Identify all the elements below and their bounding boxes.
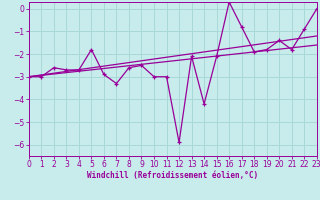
X-axis label: Windchill (Refroidissement éolien,°C): Windchill (Refroidissement éolien,°C) (87, 171, 258, 180)
